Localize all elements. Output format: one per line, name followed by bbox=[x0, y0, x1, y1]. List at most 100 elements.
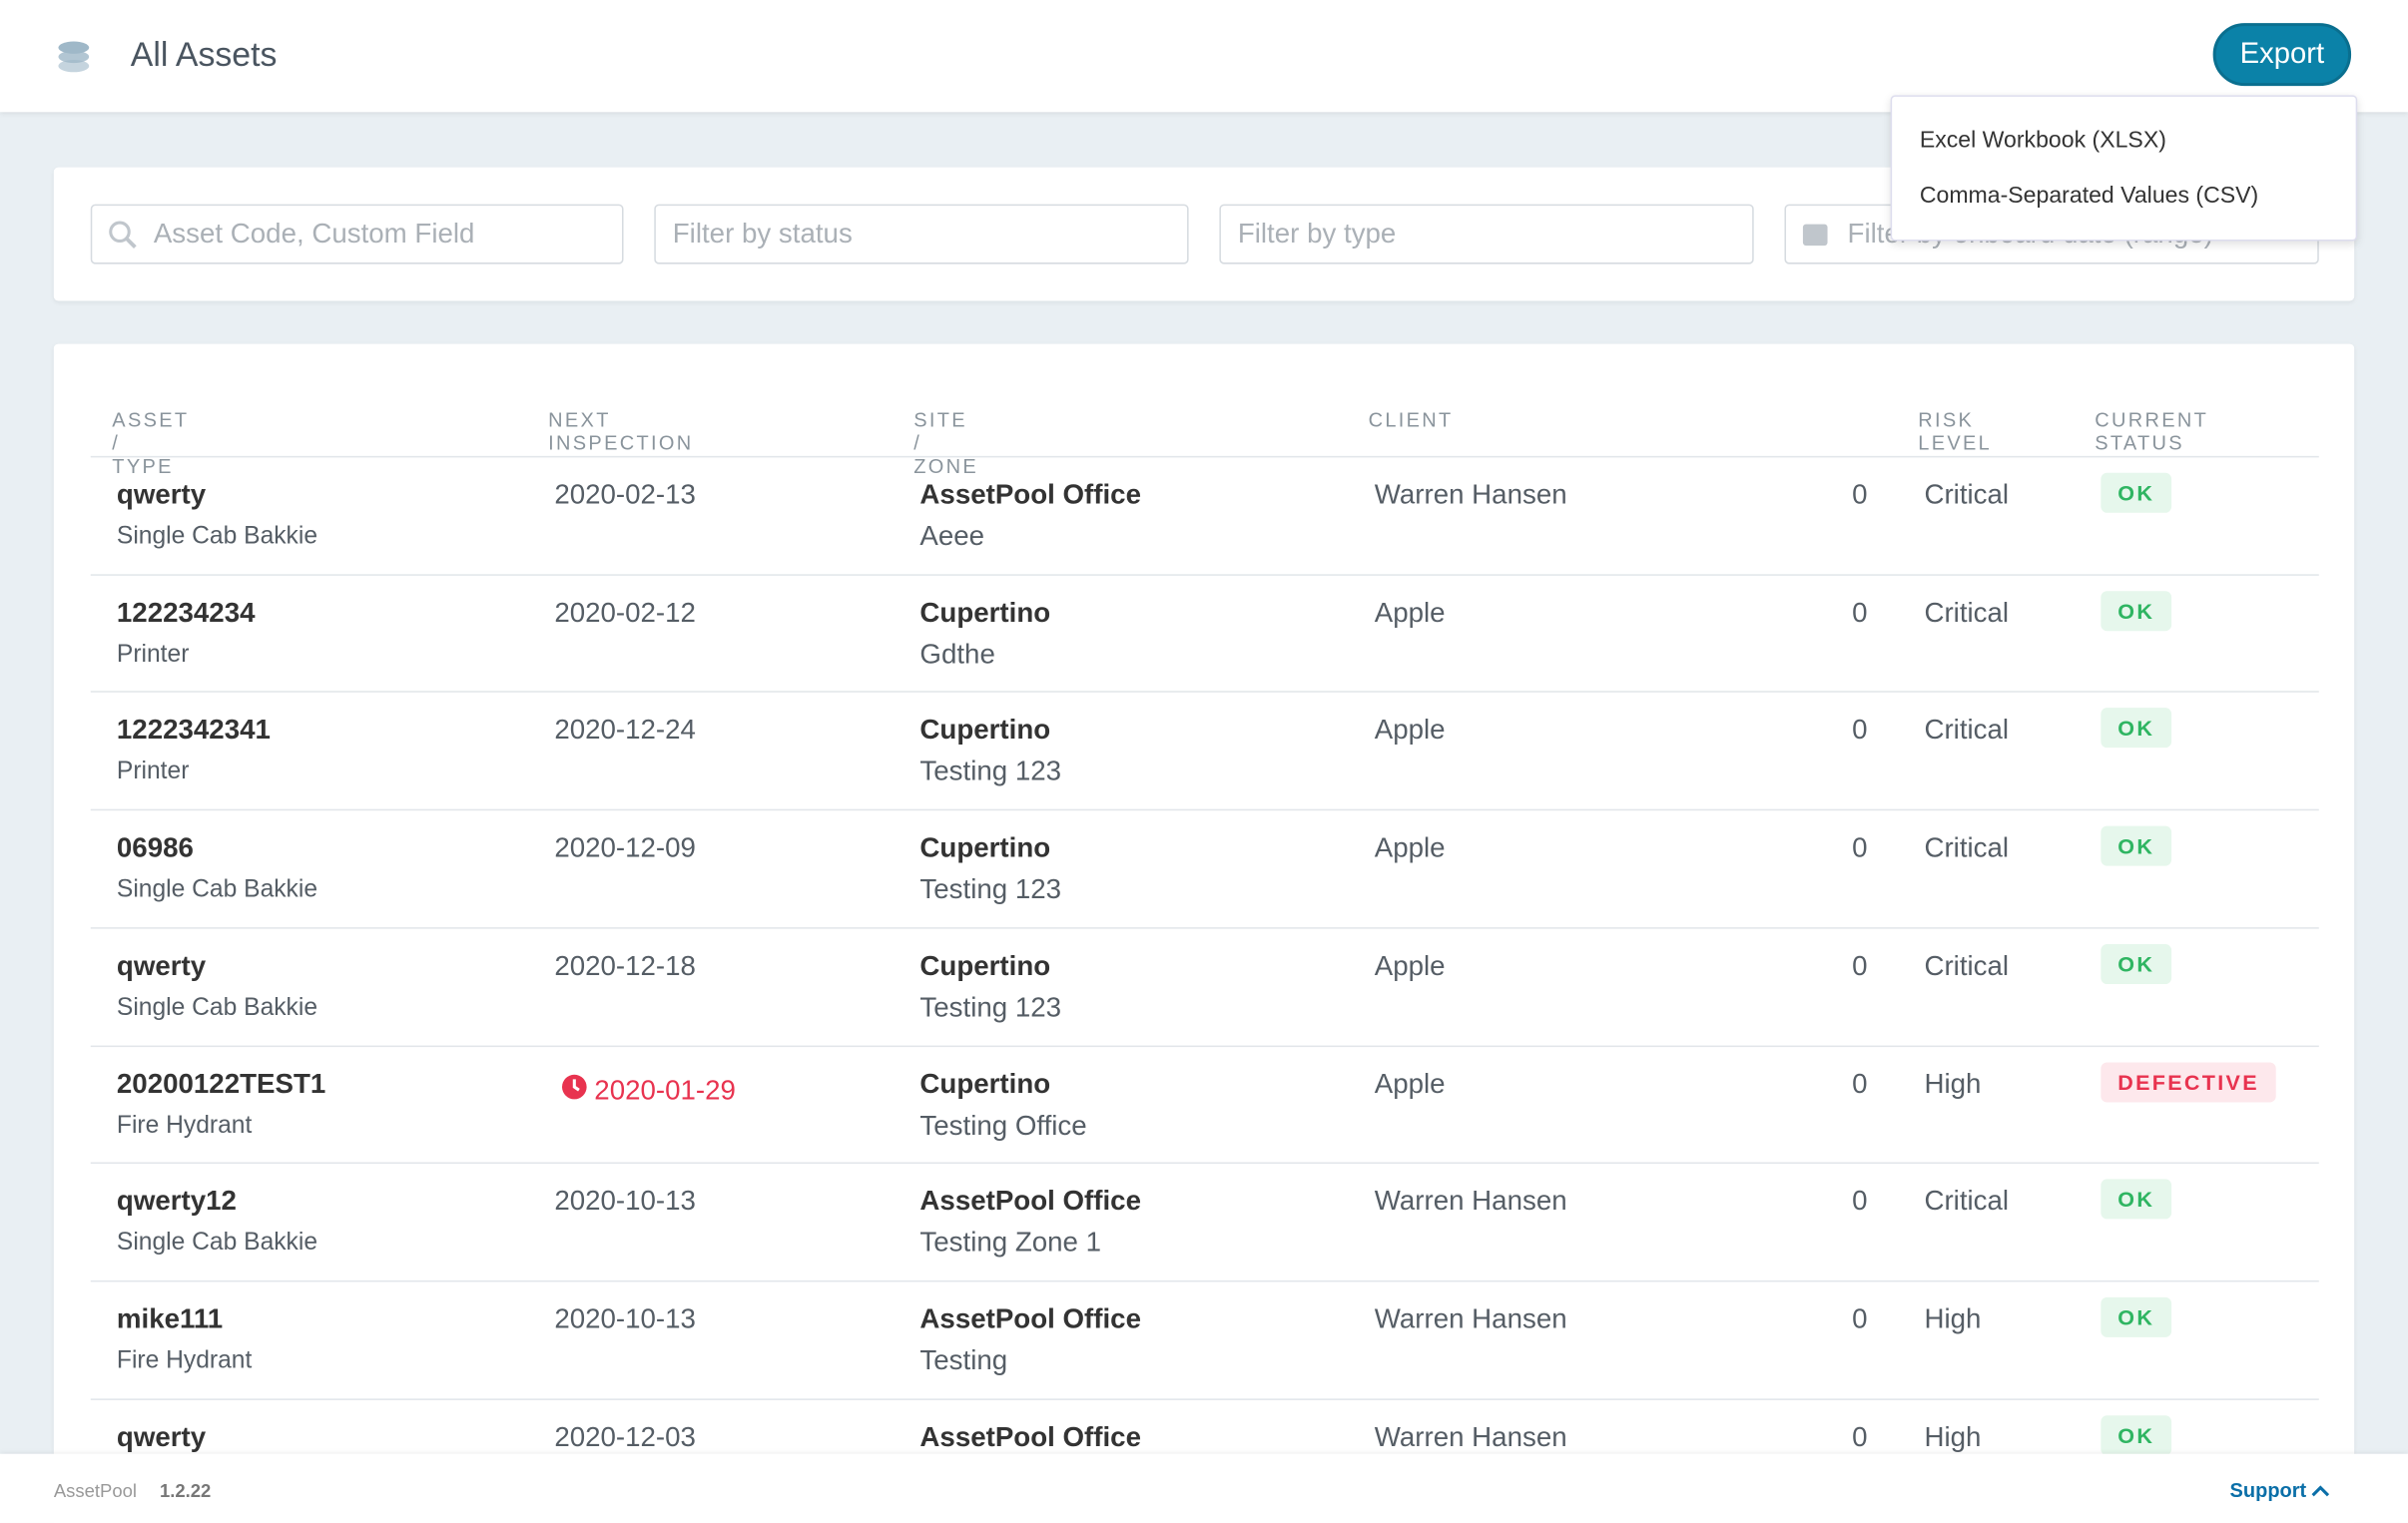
site: AssetPool Office bbox=[919, 478, 1142, 510]
table-row[interactable]: mike111 Fire Hydrant 2020-10-13 AssetPool O… bbox=[90, 1279, 2319, 1400]
table-row[interactable]: qwerty12 Single Cab Bakkie 2020-10-13 Asset… bbox=[90, 1162, 2319, 1282]
zone: Gdthe bbox=[919, 638, 995, 670]
asset-code: 20200122TEST1 bbox=[116, 1067, 326, 1099]
client: Warren Hansen bbox=[1374, 478, 1567, 510]
column-header: CURRENT STATUS bbox=[2095, 408, 2208, 455]
type-filter[interactable]: Filter by type bbox=[1219, 204, 1754, 264]
zone: Testing 123 bbox=[919, 873, 1062, 905]
next-inspection: 2020-12-24 bbox=[554, 714, 696, 746]
support-text: Support bbox=[2229, 1478, 2307, 1502]
page-title: All Assets bbox=[130, 35, 278, 74]
site: Cupertino bbox=[919, 596, 1051, 628]
next-inspection: 2020-02-13 bbox=[554, 478, 696, 510]
client: Warren Hansen bbox=[1374, 1302, 1567, 1334]
next-inspection: 2020-10-13 bbox=[554, 1302, 696, 1334]
column-header: CLIENT bbox=[1368, 408, 1454, 432]
support-link[interactable]: Support bbox=[2230, 1478, 2331, 1501]
zone: Testing Office bbox=[919, 1109, 1087, 1141]
documents: 0 bbox=[1852, 1420, 1868, 1452]
client: Apple bbox=[1374, 949, 1446, 981]
status-badge: OK bbox=[2101, 1296, 2172, 1337]
status-filter[interactable]: Filter by status bbox=[654, 204, 1189, 264]
table-row[interactable]: 122234234 Printer 2020-02-12 Cupertino Gdthe… bbox=[90, 573, 2319, 694]
site: AssetPool Office bbox=[919, 1420, 1142, 1452]
client: Apple bbox=[1374, 596, 1446, 628]
column-header: NEXT INSPECTION bbox=[548, 408, 694, 455]
client: Apple bbox=[1374, 714, 1446, 746]
asset-type: Fire Hydrant bbox=[116, 1347, 253, 1374]
risk-level: High bbox=[1924, 1420, 1982, 1452]
asset-type: Single Cab Bakkie bbox=[116, 1230, 318, 1257]
risk-level: High bbox=[1924, 1067, 1982, 1099]
documents: 0 bbox=[1852, 1067, 1868, 1099]
zone: Testing Zone 1 bbox=[919, 1227, 1102, 1259]
asset-code: qwerty bbox=[116, 478, 207, 510]
asset-code: qwerty bbox=[116, 1420, 207, 1452]
asset-code: mike111 bbox=[116, 1302, 224, 1334]
zone: Testing 123 bbox=[919, 756, 1062, 787]
asset-code: qwerty12 bbox=[116, 1185, 237, 1217]
zone: Testing 123 bbox=[919, 991, 1062, 1023]
status-badge: OK bbox=[2101, 1414, 2172, 1455]
documents: 0 bbox=[1852, 596, 1868, 628]
next-inspection: 2020-02-12 bbox=[554, 596, 696, 628]
documents: 0 bbox=[1852, 949, 1868, 981]
site: Cupertino bbox=[919, 1067, 1051, 1099]
column-header: RISK LEVEL bbox=[1918, 408, 1993, 455]
table-row[interactable]: qwerty Single Cab Bakkie 2020-02-13 AssetPo… bbox=[90, 455, 2319, 576]
site: Cupertino bbox=[919, 714, 1051, 746]
documents: 0 bbox=[1852, 1185, 1868, 1217]
table-row[interactable]: 1222342341 Printer 2020-12-24 Cupertino Test… bbox=[90, 691, 2319, 811]
table-row[interactable]: 20200122TEST1 Fire Hydrant 2020-01-29 Cuper… bbox=[90, 1044, 2319, 1165]
footer: AssetPool 1.2.22 Support bbox=[0, 1453, 2408, 1523]
logo-icon bbox=[58, 41, 90, 73]
column-header: SITE / ZONE bbox=[913, 408, 979, 478]
asset-type: Single Cab Bakkie bbox=[116, 523, 318, 550]
site: Cupertino bbox=[919, 831, 1051, 863]
client: Apple bbox=[1374, 831, 1446, 863]
search-input[interactable]: Asset Code, Custom Field bbox=[90, 204, 624, 264]
risk-level: Critical bbox=[1924, 1185, 2010, 1217]
next-inspection: 2020-12-18 bbox=[554, 949, 696, 981]
zone: Aeee bbox=[919, 520, 985, 552]
chevron-up bbox=[2312, 1485, 2330, 1497]
asset-code: 122234234 bbox=[116, 596, 256, 628]
menu-item[interactable]: Comma-Separated Values (CSV) bbox=[1919, 183, 2259, 210]
status-badge: DEFECTIVE bbox=[2101, 1061, 2276, 1102]
version: 1.2.22 bbox=[159, 1479, 212, 1502]
table-row[interactable]: 06986 Single Cab Bakkie 2020-12-09 Cupertin… bbox=[90, 808, 2319, 929]
next-inspection: 2020-12-03 bbox=[554, 1420, 696, 1452]
documents: 0 bbox=[1852, 714, 1868, 746]
status-badge: OK bbox=[2101, 1179, 2172, 1220]
asset-type: Single Cab Bakkie bbox=[116, 994, 318, 1021]
documents: 0 bbox=[1852, 831, 1868, 863]
table-row[interactable]: qwerty Single Cab Bakkie 2020-12-18 Cuperti… bbox=[90, 926, 2319, 1047]
column-header: ASSET / TYPE bbox=[112, 408, 190, 478]
client: Warren Hansen bbox=[1374, 1185, 1567, 1217]
header: All Assets Export bbox=[0, 0, 2408, 113]
asset-code: qwerty bbox=[116, 949, 207, 981]
asset-code: 1222342341 bbox=[116, 714, 271, 746]
risk-level: Critical bbox=[1924, 714, 2010, 746]
app-name: AssetPool bbox=[53, 1479, 137, 1502]
menu-item[interactable]: Excel Workbook (XLSX) bbox=[1919, 127, 2166, 154]
risk-level: High bbox=[1924, 1302, 1982, 1334]
asset-type: Single Cab Bakkie bbox=[116, 876, 318, 903]
client: Warren Hansen bbox=[1374, 1420, 1567, 1452]
client: Apple bbox=[1374, 1067, 1446, 1099]
status-badge: OK bbox=[2101, 708, 2172, 749]
site: Cupertino bbox=[919, 949, 1051, 981]
export-button[interactable]: Export bbox=[2212, 23, 2352, 87]
calendar-icon bbox=[1802, 224, 1828, 247]
asset-type: Printer bbox=[116, 641, 190, 668]
asset-type: Printer bbox=[116, 759, 190, 785]
date: 2020-01-29 bbox=[594, 1074, 736, 1105]
status-badge: OK bbox=[2101, 825, 2172, 866]
placeholder: Asset Code, Custom Field bbox=[153, 218, 475, 250]
search-icon bbox=[109, 221, 137, 250]
site: AssetPool Office bbox=[919, 1302, 1142, 1334]
asset-type: Fire Hydrant bbox=[116, 1112, 253, 1139]
asset-code: 06986 bbox=[116, 831, 194, 863]
